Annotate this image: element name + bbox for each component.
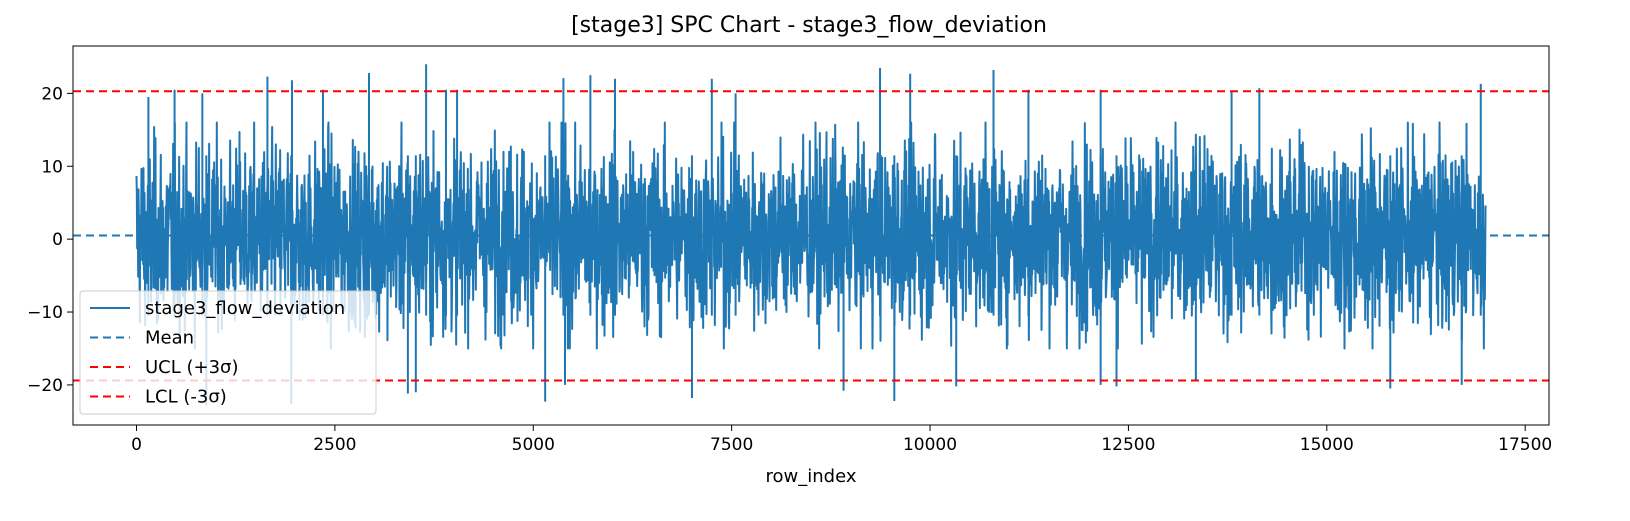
series-line-stage3-flow-deviation bbox=[135, 121, 1487, 350]
y-tick-label: 20 bbox=[41, 84, 63, 104]
x-tick-label: 15000 bbox=[1300, 435, 1354, 455]
chart-title: [stage3] SPC Chart - stage3_flow_deviati… bbox=[571, 13, 1047, 38]
x-axis-label: row_index bbox=[766, 466, 857, 487]
x-tick-label: 2500 bbox=[313, 435, 356, 455]
x-tick-label: 0 bbox=[131, 435, 142, 455]
x-tick-label: 7500 bbox=[710, 435, 753, 455]
legend-box bbox=[79, 290, 377, 415]
plot-frame bbox=[72, 45, 1550, 426]
y-tick-label: 0 bbox=[52, 230, 63, 250]
legend-entry-label: Mean bbox=[145, 328, 194, 349]
x-tick-label: 5000 bbox=[512, 435, 555, 455]
y-tick-label: −20 bbox=[27, 376, 63, 396]
series-spikes bbox=[147, 64, 1482, 406]
legend-entry-label: LCL (-3σ) bbox=[145, 387, 227, 408]
y-tick-label: −10 bbox=[27, 303, 63, 323]
legend: stage3_flow_deviation Mean UCL (+3σ) LCL (-… bbox=[79, 290, 377, 415]
reference-lines bbox=[73, 90, 1549, 382]
plot-area bbox=[73, 64, 1549, 406]
y-tick-label: 10 bbox=[41, 157, 63, 177]
x-tick-label: 17500 bbox=[1498, 435, 1552, 455]
x-tick-label: 10000 bbox=[903, 435, 957, 455]
legend-entry-label: UCL (+3σ) bbox=[145, 357, 238, 378]
x-tick-label: 12500 bbox=[1101, 435, 1155, 455]
legend-entry-label: stage3_flow_deviation bbox=[145, 298, 345, 319]
x-axis: 0 2500 5000 7500 10000 12500 15000 17500 bbox=[131, 425, 1552, 455]
y-axis: −20 −10 0 10 20 bbox=[27, 84, 73, 396]
